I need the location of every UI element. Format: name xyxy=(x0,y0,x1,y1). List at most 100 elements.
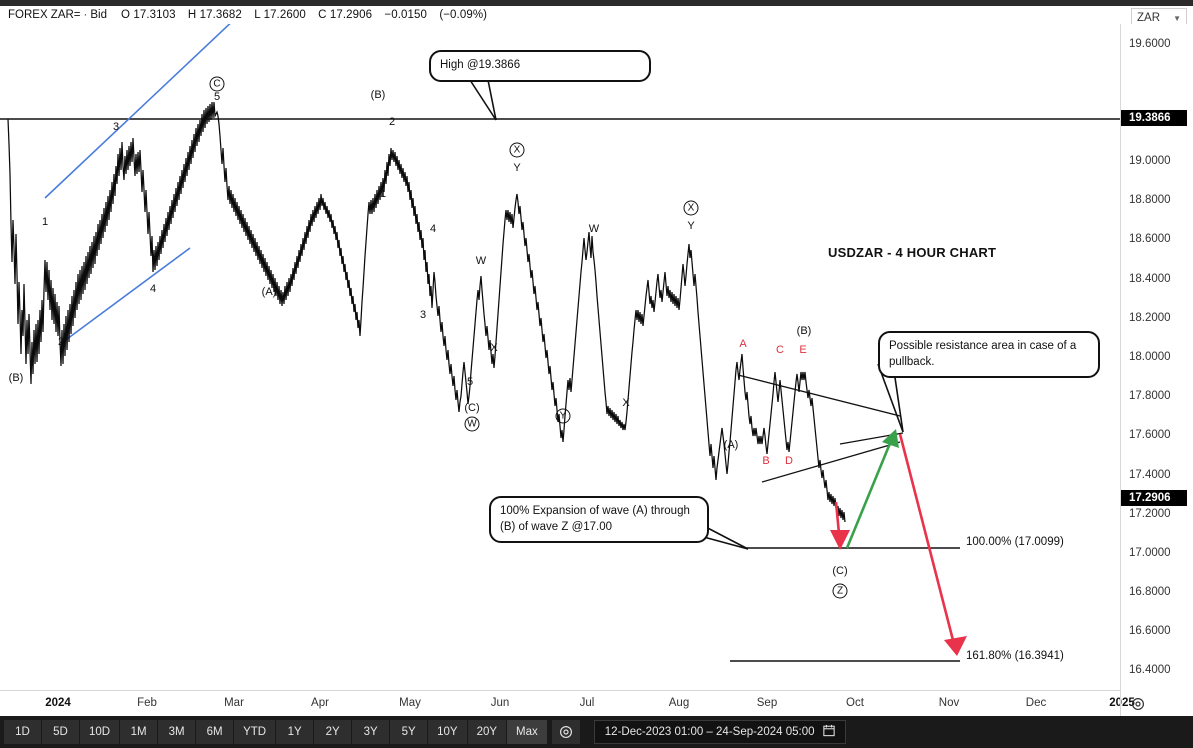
chart-plot-area[interactable]: USDZAR - 4 HOUR CHART 100.00% (17.0099) … xyxy=(0,24,1120,690)
range-buttons-group[interactable]: 1D 5D 10D 1M 3M 6M YTD 1Y 2Y 3Y 5Y 10Y 20Y Max xyxy=(4,720,548,744)
wave-label-X-17: X xyxy=(490,342,498,354)
range-button-ytd[interactable]: YTD xyxy=(234,720,277,744)
wave-label-A-7: (A) xyxy=(261,286,277,298)
wave-label-W-21: W xyxy=(588,223,600,235)
calendar-icon xyxy=(822,724,835,740)
range-button-1y[interactable]: 1Y xyxy=(276,720,315,744)
wave-label-B-0: (B) xyxy=(8,372,24,384)
forecast-down-arrow-2 xyxy=(898,433,967,656)
wave-label-4-11: 4 xyxy=(429,223,437,235)
currency-selector[interactable]: ZAR ▼ xyxy=(1131,8,1187,28)
time-axis-separator xyxy=(1120,690,1121,716)
callout-resistance: Possible resistance area in case of a pu… xyxy=(878,331,1100,379)
wave-label-5-13: 5 xyxy=(466,376,474,388)
price-axis[interactable]: 19.600019.200019.000018.800018.600018.40… xyxy=(1120,24,1193,690)
callout-resistance-text: Possible resistance area in case of a pu… xyxy=(889,340,1077,368)
currency-selector-value: ZAR xyxy=(1137,12,1160,24)
range-button-20y[interactable]: 20Y xyxy=(467,720,508,744)
price-tick: 18.4000 xyxy=(1129,272,1171,285)
date-range-picker[interactable]: 12-Dec-2023 01:00 – 24-Sep-2024 05:00 xyxy=(593,720,846,744)
price-tick: 17.4000 xyxy=(1129,468,1171,481)
wave-label-3-12: 3 xyxy=(419,309,427,321)
wave-label-E-30: E xyxy=(799,344,807,356)
date-range-text: 12-Dec-2023 01:00 – 24-Sep-2024 05:00 xyxy=(604,726,815,738)
wave-label-X-22: X xyxy=(622,397,630,409)
price-tick: 17.0000 xyxy=(1129,546,1171,559)
ohlc-values: O 17.3103 H 17.3682 L 17.2600 C 17.2906 … xyxy=(121,9,496,21)
time-axis[interactable]: 2024 Feb Mar Apr May Jun Jul Aug Sep Oct Nov Dec 202… xyxy=(0,690,1135,716)
range-button-10d[interactable]: 10D xyxy=(80,720,121,744)
price-tick: 18.2000 xyxy=(1129,311,1171,324)
wave-label-Y-20: Y xyxy=(555,408,571,424)
wave-label-C-32: (C) xyxy=(832,565,848,577)
time-tick: Oct xyxy=(846,697,864,709)
time-tick: Mar xyxy=(224,697,244,709)
price-tick: 19.6000 xyxy=(1129,37,1171,50)
range-button-5d[interactable]: 5D xyxy=(42,720,80,744)
range-button-2y[interactable]: 2Y xyxy=(314,720,353,744)
wave-label-Z-33: Z xyxy=(832,583,848,599)
wave-label-2-2: 2 xyxy=(57,336,65,348)
wave-label-X-18: X xyxy=(509,142,525,158)
callout-expansion-text: 100% Expansion of wave (A) through (B) o… xyxy=(500,505,690,533)
wave-label-Y-24: Y xyxy=(687,220,695,232)
price-tick: 18.0000 xyxy=(1129,351,1171,363)
forecast-up-arrow xyxy=(845,429,899,549)
price-tick: 16.6000 xyxy=(1129,625,1171,638)
wave-label-B-8: (B) xyxy=(370,89,386,101)
range-button-6m[interactable]: 6M xyxy=(196,720,235,744)
close-value: C 17.2906 xyxy=(318,9,373,21)
callout-high-text: High @19.3866 xyxy=(440,59,521,71)
time-axis-gear-icon[interactable] xyxy=(1128,694,1148,714)
price-tick: 16.4000 xyxy=(1129,664,1171,677)
last-price-badge: 17.2906 xyxy=(1121,490,1187,506)
open-value: O 17.3103 xyxy=(121,9,176,21)
time-tick: 2025 xyxy=(1109,697,1135,709)
high-callout-leader xyxy=(469,79,497,121)
time-tick: Jul xyxy=(579,697,595,709)
symbol-separator: · xyxy=(83,9,88,21)
range-button-3m[interactable]: 3M xyxy=(158,720,197,744)
wave-label-B-31: (B) xyxy=(796,325,812,337)
toolbar-gear-icon[interactable] xyxy=(551,720,580,744)
upper-trendline xyxy=(44,24,231,199)
chevron-down-icon: ▼ xyxy=(1173,13,1181,23)
range-button-max[interactable]: Max xyxy=(507,720,548,744)
price-tick: 19.0000 xyxy=(1129,155,1171,168)
range-button-1m[interactable]: 1M xyxy=(120,720,159,744)
symbol-label: FOREX ZAR= xyxy=(8,9,81,21)
fib-label-1618: 161.80% (16.3941) xyxy=(966,650,1064,662)
price-tick: 17.2000 xyxy=(1129,507,1171,520)
wave-label-1-10: 1 xyxy=(379,188,387,200)
wave-label-5-6: 5 xyxy=(213,91,221,103)
high-price-badge: 19.3866 xyxy=(1121,110,1187,126)
time-tick: 2024 xyxy=(45,697,71,709)
high-value: H 17.3682 xyxy=(187,9,242,21)
wave-label-4-4: 4 xyxy=(149,283,157,295)
change-value: −0.0150 xyxy=(384,9,428,21)
time-tick: Dec xyxy=(1025,697,1047,709)
time-tick: Feb xyxy=(137,697,157,709)
wave-label-W-15: W xyxy=(464,416,480,432)
wave-label-D-29: D xyxy=(785,455,793,467)
range-button-3y[interactable]: 3Y xyxy=(352,720,391,744)
bottom-toolbar[interactable]: 1D 5D 10D 1M 3M 6M YTD 1Y 2Y 3Y 5Y 10Y 20Y Max 12-Dec… xyxy=(0,716,1193,748)
range-button-1d[interactable]: 1D xyxy=(4,720,42,744)
quote-type-label: Bid xyxy=(90,9,107,21)
wave-label-C-5: C xyxy=(209,76,225,92)
change-percent-value: (−0.09%) xyxy=(439,9,488,21)
time-tick: Apr xyxy=(311,697,329,709)
wave-label-1-1: 1 xyxy=(41,216,49,228)
price-series-line xyxy=(7,101,846,523)
wave-label-B-27: B xyxy=(762,455,770,467)
range-button-10y[interactable]: 10Y xyxy=(428,720,468,744)
wave-label-Y-19: Y xyxy=(513,162,521,174)
fib-label-100: 100.00% (17.0099) xyxy=(966,536,1064,548)
callout-expansion: 100% Expansion of wave (A) through (B) o… xyxy=(489,496,709,544)
wave-label-W-16: W xyxy=(475,255,487,267)
wave-label-3-3: 3 xyxy=(112,121,120,133)
time-tick: Aug xyxy=(668,697,690,709)
range-button-5y[interactable]: 5Y xyxy=(390,720,429,744)
wave-label-A-25: (A) xyxy=(723,439,739,451)
window-top-strip xyxy=(0,0,1193,6)
